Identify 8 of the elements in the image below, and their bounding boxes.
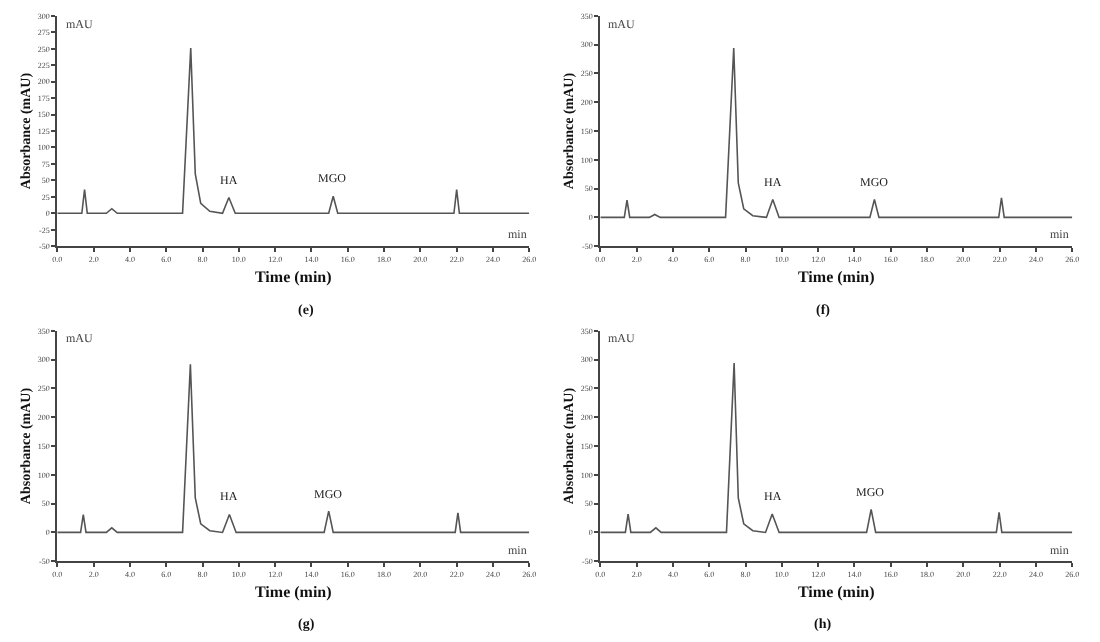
x-axis-title: Time (min) [798, 583, 876, 602]
line-series [600, 362, 1073, 534]
x-axis-title: Time (min) [255, 583, 333, 602]
line-series [57, 47, 530, 215]
x-axis-title: Time (min) [798, 268, 876, 286]
line-series [57, 363, 530, 534]
x-axis-title: Time (min) [255, 268, 333, 286]
line-series [600, 47, 1073, 219]
